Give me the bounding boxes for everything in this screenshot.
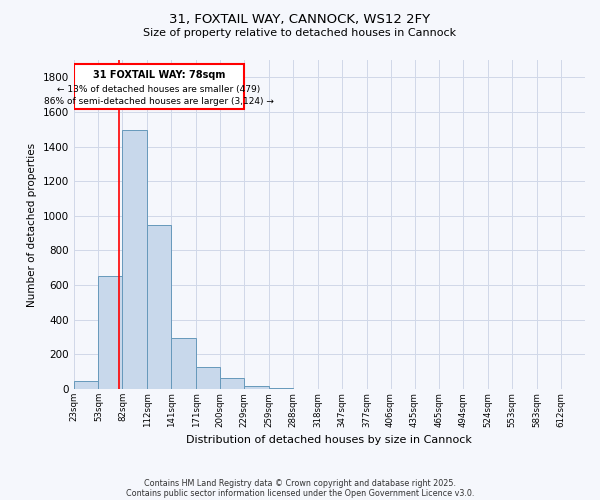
Bar bbox=[196, 366, 220, 389]
Bar bbox=[122, 130, 148, 389]
Bar bbox=[171, 338, 196, 389]
Text: 86% of semi-detached houses are larger (3,124) →: 86% of semi-detached houses are larger (… bbox=[44, 96, 274, 106]
Text: 31, FOXTAIL WAY, CANNOCK, WS12 2FY: 31, FOXTAIL WAY, CANNOCK, WS12 2FY bbox=[169, 12, 431, 26]
Text: ← 13% of detached houses are smaller (479): ← 13% of detached houses are smaller (47… bbox=[57, 84, 260, 94]
Text: Contains public sector information licensed under the Open Government Licence v3: Contains public sector information licen… bbox=[126, 488, 474, 498]
Bar bbox=[220, 378, 244, 389]
Y-axis label: Number of detached properties: Number of detached properties bbox=[27, 142, 37, 306]
Text: Size of property relative to detached houses in Cannock: Size of property relative to detached ho… bbox=[143, 28, 457, 38]
Text: 31 FOXTAIL WAY: 78sqm: 31 FOXTAIL WAY: 78sqm bbox=[93, 70, 225, 80]
Bar bbox=[98, 276, 122, 389]
X-axis label: Distribution of detached houses by size in Cannock: Distribution of detached houses by size … bbox=[187, 435, 472, 445]
Bar bbox=[148, 224, 171, 389]
Bar bbox=[269, 388, 293, 389]
Text: Contains HM Land Registry data © Crown copyright and database right 2025.: Contains HM Land Registry data © Crown c… bbox=[144, 478, 456, 488]
FancyBboxPatch shape bbox=[74, 64, 244, 110]
Bar bbox=[74, 381, 98, 389]
Bar bbox=[244, 386, 269, 389]
